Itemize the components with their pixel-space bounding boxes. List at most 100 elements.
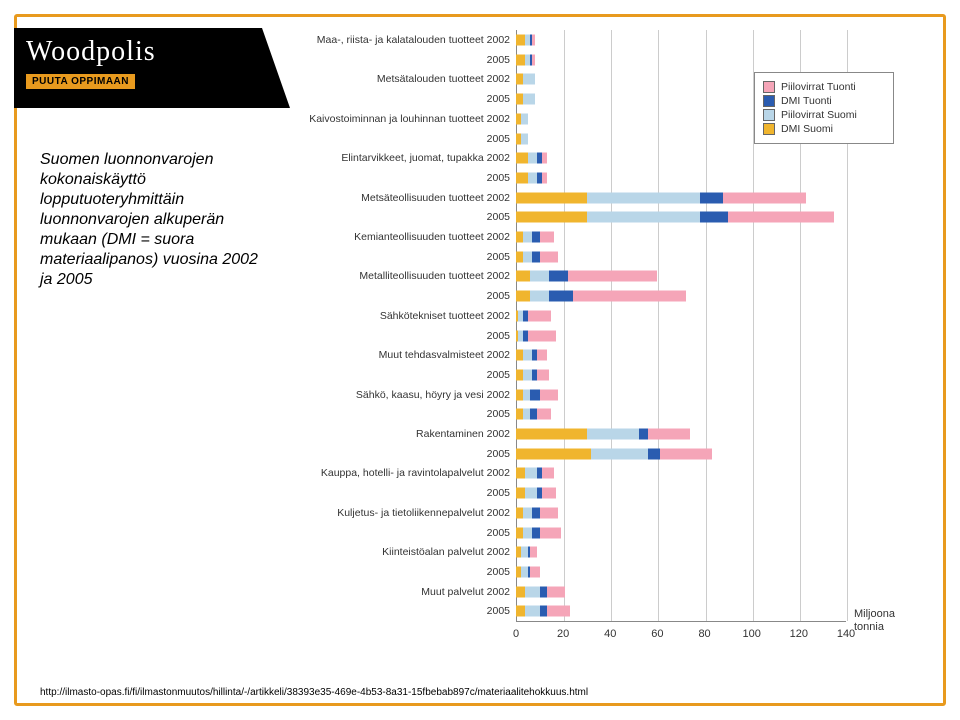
bar-group <box>516 566 540 577</box>
bar-segment-piilovirrat_tuonti <box>540 251 559 262</box>
row-label: 2005 <box>278 54 510 65</box>
bar-segment-piilovirrat_suomi <box>523 409 530 420</box>
bar-segment-piilovirrat_suomi <box>523 94 535 105</box>
row-label: 2005 <box>278 448 510 459</box>
bar-group <box>516 429 690 440</box>
bar-group <box>516 350 547 361</box>
bar-segment-dmi_tuonti <box>530 389 539 400</box>
bar-segment-dmi_suomi <box>516 271 530 282</box>
bar-segment-dmi_tuonti <box>639 429 648 440</box>
bar-segment-piilovirrat_tuonti <box>542 153 547 164</box>
bar-segment-dmi_suomi <box>516 153 528 164</box>
bar-group <box>516 192 806 203</box>
bar-segment-dmi_suomi <box>516 232 523 243</box>
bar-segment-dmi_suomi <box>516 448 591 459</box>
bar-segment-piilovirrat_tuonti <box>528 310 552 321</box>
bar-group <box>516 448 712 459</box>
bar-group <box>516 389 558 400</box>
x-tick-label: 40 <box>604 628 616 640</box>
logo-tagline: PUUTA OPPIMAAN <box>26 74 135 89</box>
bar-segment-piilovirrat_tuonti <box>540 232 554 243</box>
bar-group <box>516 94 535 105</box>
bar-segment-dmi_suomi <box>516 94 523 105</box>
bar-segment-dmi_suomi <box>516 35 525 46</box>
bar-segment-piilovirrat_tuonti <box>540 527 561 538</box>
bar-group <box>516 291 686 302</box>
bar-segment-piilovirrat_suomi <box>523 369 532 380</box>
bar-group <box>516 468 554 479</box>
row-label: 2005 <box>278 567 510 578</box>
bar-segment-dmi_tuonti <box>532 507 539 518</box>
row-label: Kaivostoiminnan ja louhinnan tuotteet 20… <box>278 114 510 125</box>
bar-segment-dmi_suomi <box>516 527 523 538</box>
bar-segment-dmi_suomi <box>516 291 530 302</box>
gridline <box>706 30 707 621</box>
row-label: Muut palvelut 2002 <box>278 586 510 597</box>
row-label: 2005 <box>278 488 510 499</box>
row-label: Rakentaminen 2002 <box>278 429 510 440</box>
bar-segment-dmi_suomi <box>516 429 587 440</box>
row-label: Kemianteollisuuden tuotteet 2002 <box>278 232 510 243</box>
legend-item: DMI Tuonti <box>763 95 885 107</box>
bar-group <box>516 606 570 617</box>
bar-group <box>516 271 657 282</box>
bar-segment-piilovirrat_suomi <box>530 271 549 282</box>
row-label: 2005 <box>278 173 510 184</box>
bar-segment-piilovirrat_suomi <box>528 153 537 164</box>
bar-segment-dmi_tuonti <box>540 586 547 597</box>
bar-segment-dmi_suomi <box>516 192 587 203</box>
gridline <box>564 30 565 621</box>
bar-segment-piilovirrat_tuonti <box>542 172 547 183</box>
bar-segment-dmi_suomi <box>516 507 523 518</box>
bar-segment-piilovirrat_tuonti <box>547 606 571 617</box>
x-tick-label: 120 <box>790 628 808 640</box>
bar-segment-piilovirrat_tuonti <box>648 429 690 440</box>
footer-url: http://ilmasto-opas.fi/fi/ilmastonmuutos… <box>40 687 588 698</box>
logo: Woodpolis PUUTA OPPIMAAN <box>14 28 262 108</box>
bar-segment-piilovirrat_tuonti <box>660 448 712 459</box>
bar-segment-dmi_tuonti <box>532 251 539 262</box>
bar-group <box>516 133 528 144</box>
x-tick-label: 60 <box>651 628 663 640</box>
row-label: Metsäteollisuuden tuotteet 2002 <box>278 192 510 203</box>
legend-item: Piilovirrat Suomi <box>763 109 885 121</box>
bar-segment-dmi_suomi <box>516 369 523 380</box>
bar-segment-piilovirrat_tuonti <box>532 35 534 46</box>
logo-brand: Woodpolis <box>26 36 250 68</box>
legend-label: DMI Tuonti <box>781 95 832 107</box>
bar-segment-piilovirrat_suomi <box>525 586 539 597</box>
bar-segment-piilovirrat_suomi <box>591 448 648 459</box>
x-tick-label: 140 <box>837 628 855 640</box>
bar-segment-piilovirrat_tuonti <box>528 330 556 341</box>
bar-segment-piilovirrat_suomi <box>587 212 700 223</box>
bar-segment-dmi_tuonti <box>532 527 539 538</box>
bar-segment-piilovirrat_suomi <box>530 291 549 302</box>
row-label: Kiinteistöalan palvelut 2002 <box>278 547 510 558</box>
unit-label: Miljoonatonnia <box>854 608 895 634</box>
legend-swatch <box>763 95 775 107</box>
legend-label: DMI Suomi <box>781 123 833 135</box>
gridline <box>611 30 612 621</box>
legend-item: Piilovirrat Tuonti <box>763 81 885 93</box>
legend-swatch <box>763 81 775 93</box>
bar-group <box>516 35 535 46</box>
x-tick-label: 100 <box>743 628 761 640</box>
bar-segment-piilovirrat_suomi <box>523 74 535 85</box>
bar-group <box>516 586 565 597</box>
bar-segment-piilovirrat_suomi <box>521 547 528 558</box>
bar-segment-dmi_tuonti <box>549 291 573 302</box>
bar-group <box>516 310 551 321</box>
bar-segment-piilovirrat_suomi <box>521 133 528 144</box>
chart-area: Piilovirrat Tuonti DMI Tuonti Piilovirrat … <box>284 30 924 670</box>
legend-item: DMI Suomi <box>763 123 885 135</box>
bar-segment-dmi_suomi <box>516 389 523 400</box>
bar-segment-piilovirrat_suomi <box>523 232 532 243</box>
bar-segment-dmi_suomi <box>516 468 525 479</box>
bar-segment-piilovirrat_tuonti <box>542 468 554 479</box>
row-label: 2005 <box>278 330 510 341</box>
bar-group <box>516 330 556 341</box>
row-label: 2005 <box>278 606 510 617</box>
row-label: Muut tehdasvalmisteet 2002 <box>278 350 510 361</box>
bar-group <box>516 488 556 499</box>
legend-swatch <box>763 109 775 121</box>
